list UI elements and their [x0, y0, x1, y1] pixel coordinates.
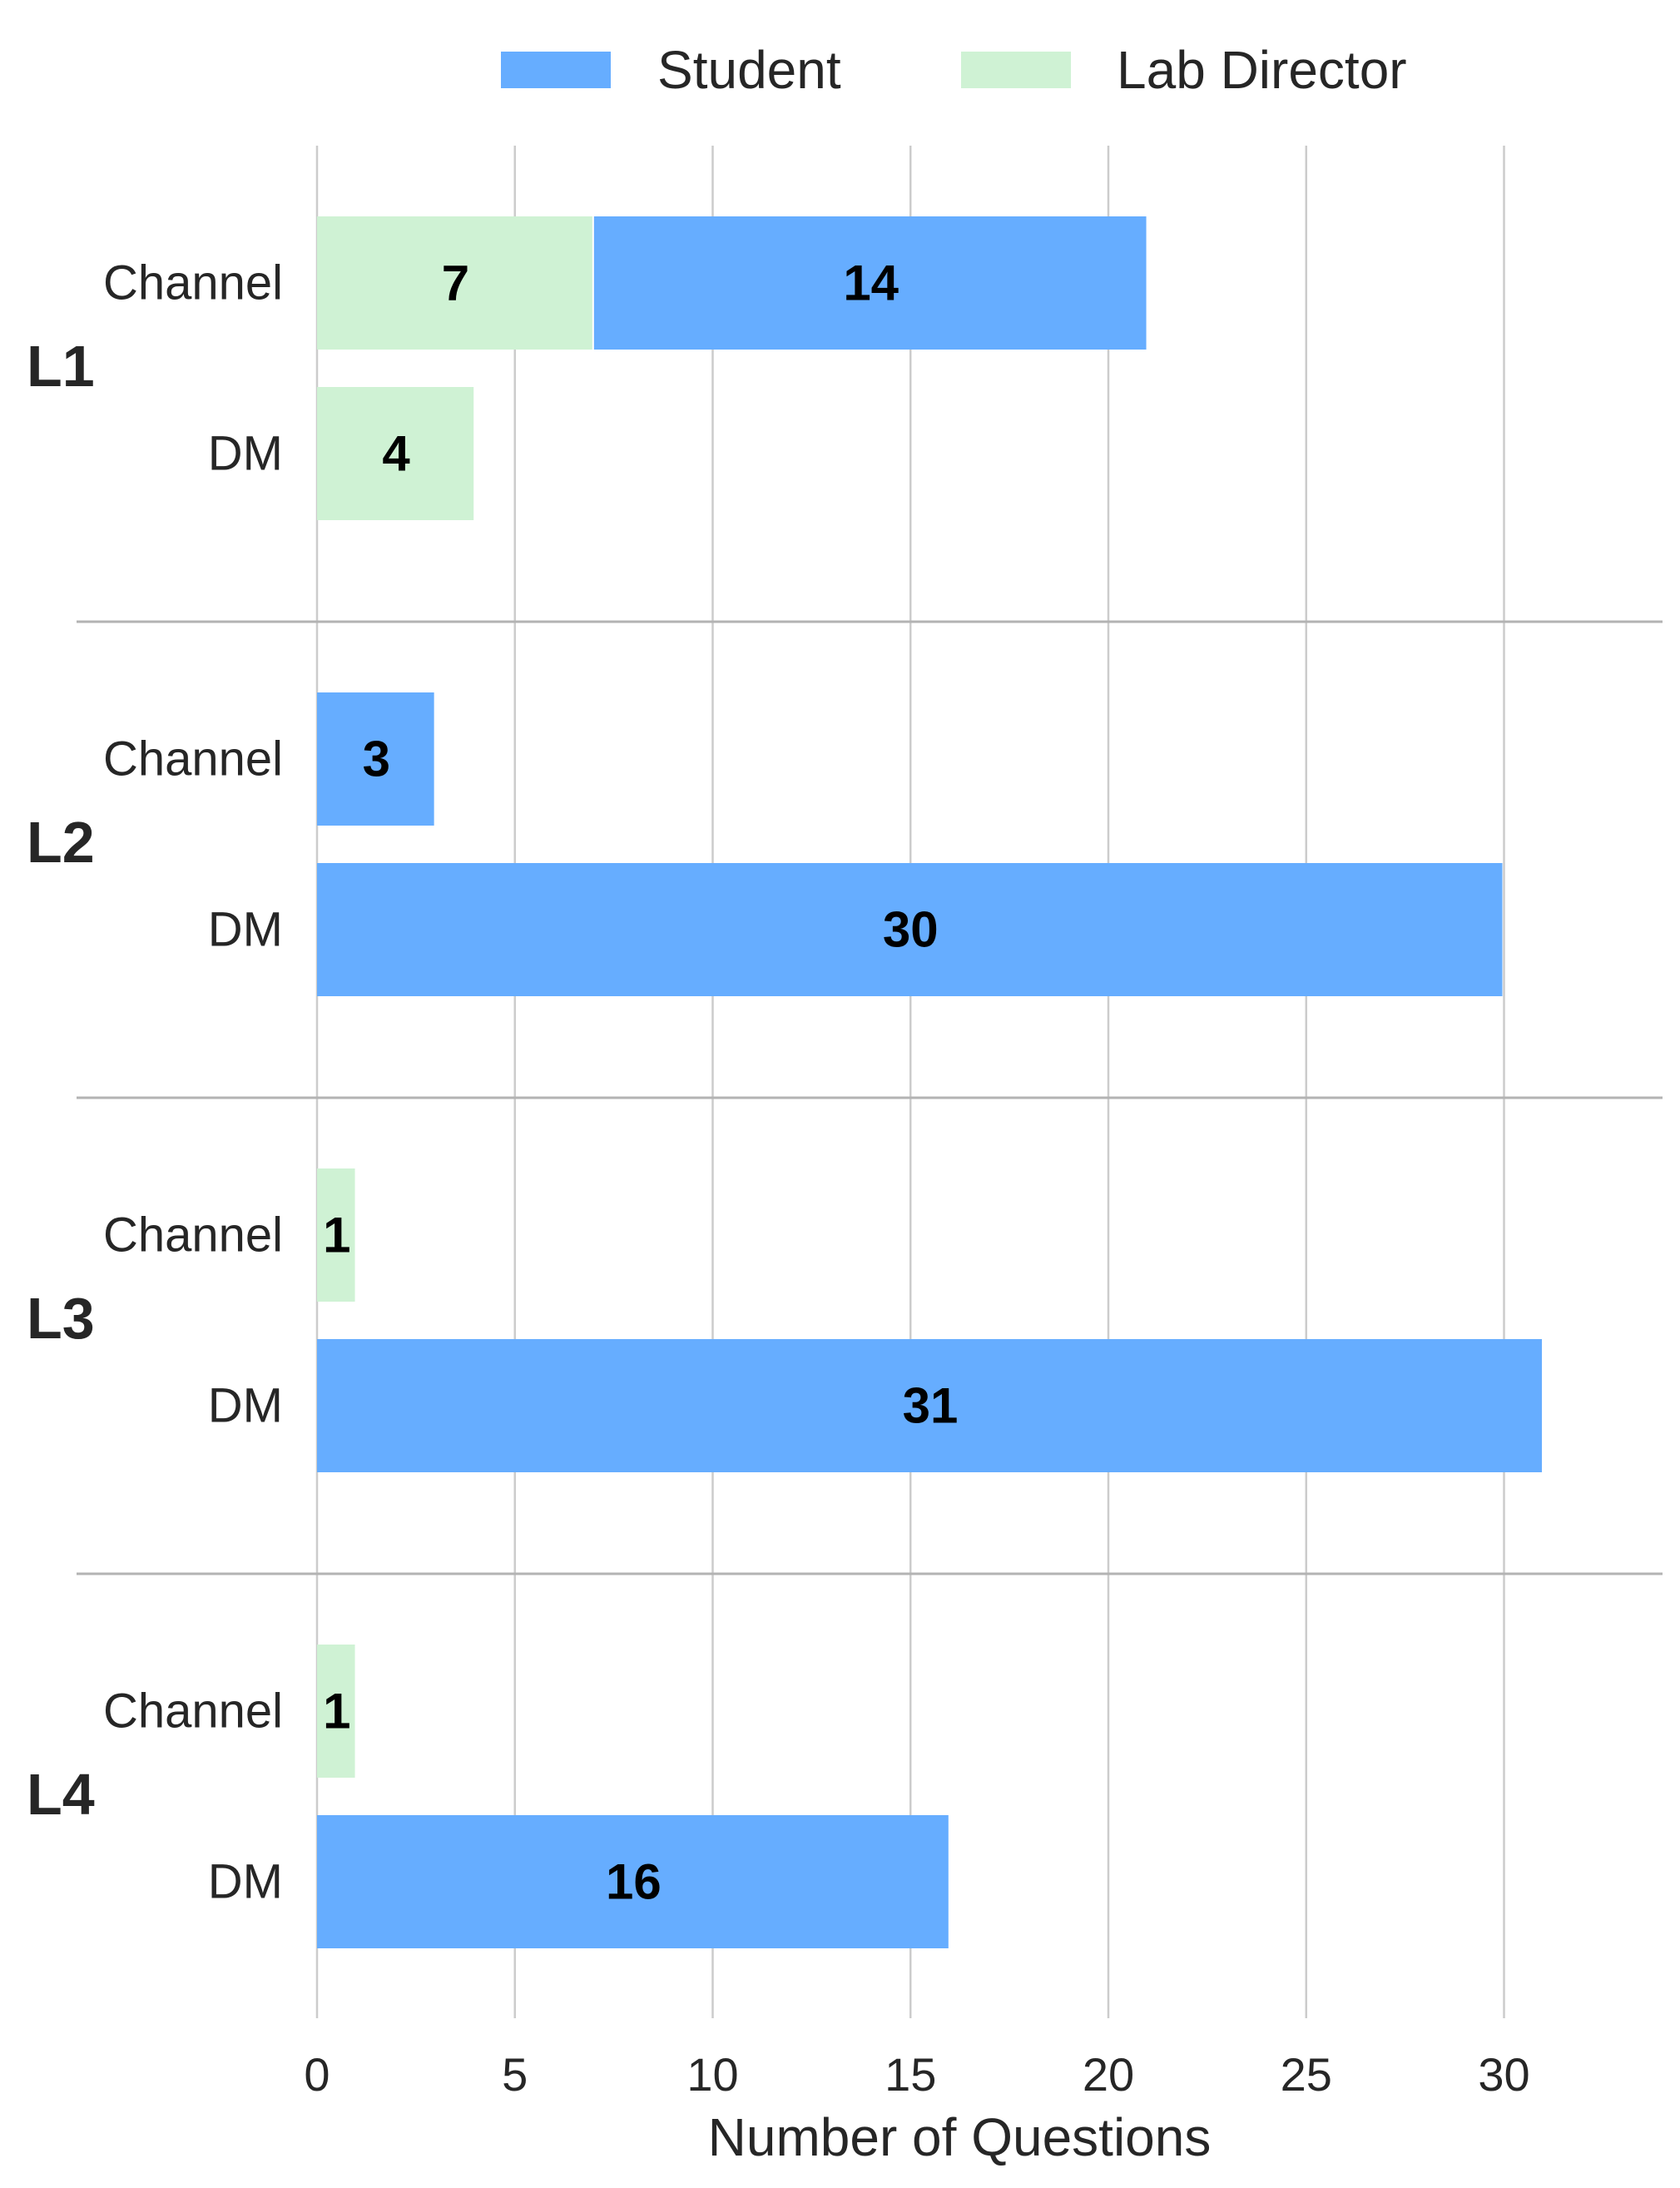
- data-label: 14: [843, 256, 899, 311]
- x-tick-label: 15: [885, 2048, 936, 2101]
- data-label: 3: [363, 732, 390, 787]
- x-tick-label: 20: [1083, 2048, 1134, 2101]
- category-label: DM: [208, 1855, 283, 1909]
- grid: [315, 146, 1505, 2018]
- bar-l1-dm-lab-director: [317, 387, 474, 520]
- category-label: DM: [208, 903, 283, 957]
- bar-l4-channel-lab-director: [317, 1645, 355, 1778]
- x-tick-label: 10: [686, 2048, 738, 2101]
- group-separators: [77, 620, 1663, 1575]
- bar-l2-channel-student: [317, 692, 434, 826]
- data-label: 31: [903, 1378, 959, 1434]
- legend-label-student: Student: [657, 40, 841, 100]
- data-label: 4: [382, 426, 410, 482]
- x-axis-title: Number of Questions: [708, 2107, 1212, 2167]
- data-label: 30: [883, 902, 939, 958]
- legend-label-lab-director: Lab Director: [1117, 40, 1407, 100]
- group-label-l1: L1: [27, 334, 95, 399]
- legend: Student Lab Director: [501, 40, 1407, 100]
- bars: [317, 216, 1543, 1948]
- category-label: Channel: [103, 1208, 283, 1263]
- bar-l1-channel-lab-director: [317, 216, 592, 350]
- group-label-l2: L2: [27, 810, 95, 875]
- x-tick-label: 5: [502, 2048, 528, 2101]
- data-label: 1: [323, 1684, 350, 1739]
- data-label: 7: [442, 256, 469, 311]
- bar-l2-dm-student: [317, 863, 1503, 996]
- x-tick-label: 30: [1478, 2048, 1529, 2101]
- group-label-l3: L3: [27, 1286, 95, 1351]
- bar-l3-dm-student: [317, 1339, 1543, 1472]
- bar-l3-channel-lab-director: [317, 1168, 355, 1302]
- category-label: Channel: [103, 732, 283, 786]
- x-tick-label: 25: [1281, 2048, 1332, 2101]
- bar-l4-dm-student: [317, 1815, 949, 1948]
- legend-swatch-student: [501, 52, 611, 88]
- legend-swatch-lab-director: [961, 52, 1071, 88]
- category-label: Channel: [103, 256, 283, 310]
- x-tick-label: 0: [304, 2048, 330, 2101]
- data-label: 16: [606, 1854, 662, 1910]
- group-label-l4: L4: [27, 1762, 95, 1827]
- category-label: DM: [208, 427, 283, 481]
- bar-l1-channel-student: [593, 216, 1147, 350]
- category-label: Channel: [103, 1684, 283, 1739]
- category-label: DM: [208, 1379, 283, 1433]
- data-label: 1: [323, 1208, 350, 1263]
